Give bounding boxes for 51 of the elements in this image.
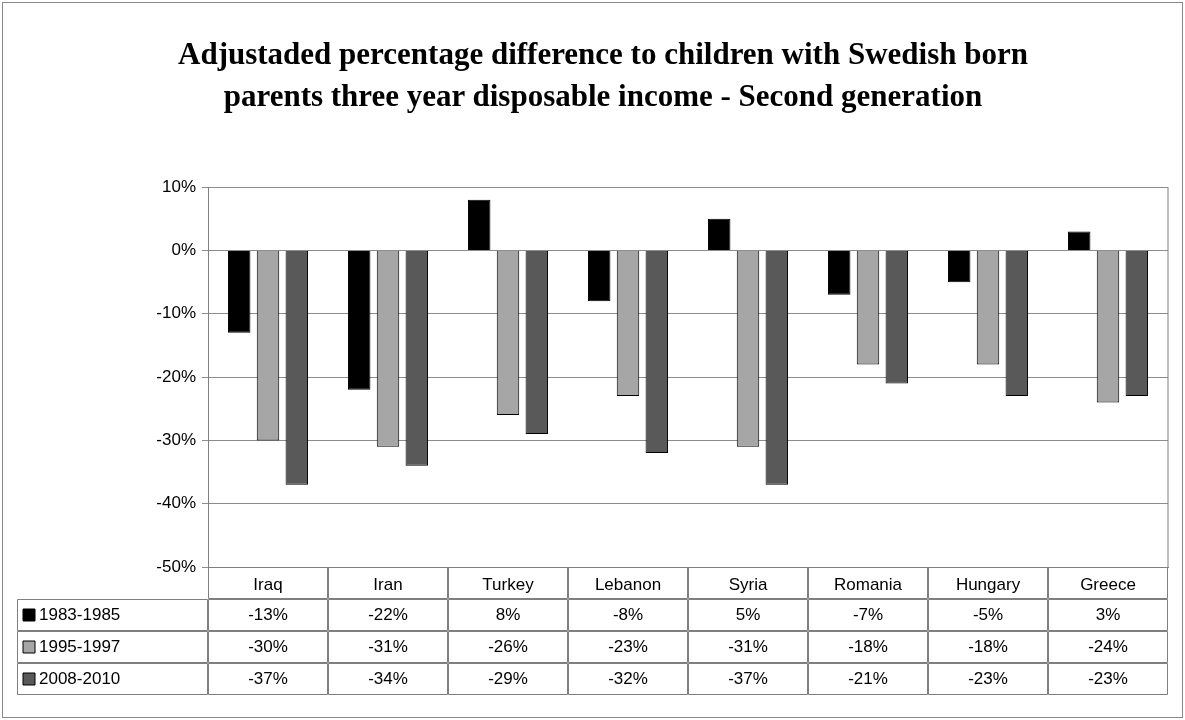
data-label: -22% — [368, 604, 408, 624]
x-tick-label: Iran — [373, 574, 403, 594]
data-label: -29% — [488, 668, 528, 688]
data-label: -23% — [608, 636, 648, 656]
y-tick-label: -20% — [156, 366, 196, 386]
data-label: -23% — [968, 668, 1008, 688]
bar — [587, 251, 611, 302]
data-label: -26% — [488, 636, 528, 656]
y-tick-label: -50% — [156, 556, 196, 576]
x-tick-label: Hungary — [955, 574, 1021, 594]
data-label: -31% — [368, 636, 408, 656]
data-label: -30% — [248, 636, 288, 656]
x-tick-label: Romania — [833, 574, 903, 594]
legend-label: 1995-1997 — [39, 636, 121, 656]
bar — [347, 251, 371, 390]
data-label: 8% — [495, 604, 521, 624]
bar — [467, 199, 491, 250]
data-label: -7% — [852, 604, 884, 624]
bar — [1067, 231, 1091, 250]
data-label: -37% — [728, 668, 768, 688]
x-tick-label: Turkey — [482, 574, 535, 594]
data-label: -13% — [248, 604, 288, 624]
x-tick-label: Iraq — [253, 574, 283, 594]
data-label: -18% — [848, 636, 888, 656]
y-tick-label: -30% — [156, 430, 196, 450]
bar — [227, 251, 251, 333]
data-label: -8% — [612, 604, 644, 624]
data-label: -21% — [848, 668, 888, 688]
y-tick-label: 10% — [161, 176, 196, 196]
x-tick-label: Syria — [728, 574, 768, 594]
data-label: -34% — [368, 668, 408, 688]
data-label: -32% — [608, 668, 648, 688]
y-tick-label: -40% — [156, 493, 196, 513]
data-label: 3% — [1095, 604, 1121, 624]
y-tick-label: 0% — [171, 240, 196, 260]
x-tick-label: Lebanon — [594, 574, 662, 594]
data-label: -18% — [968, 636, 1008, 656]
bar — [827, 251, 851, 295]
data-label: -24% — [1088, 636, 1128, 656]
data-label: -31% — [728, 636, 768, 656]
legend-label: 2008-2010 — [39, 668, 121, 688]
data-label: -37% — [248, 668, 288, 688]
data-label: -23% — [1088, 668, 1128, 688]
bar — [707, 218, 731, 250]
data-label: -5% — [972, 604, 1004, 624]
data-label: 5% — [735, 604, 761, 624]
chart-title: Adjustaded percentage difference to children with Swedish born parents three year disposable income - Second generation — [177, 35, 1029, 115]
legend-label: 1983-1985 — [39, 604, 121, 624]
x-tick-label: Greece — [1080, 574, 1136, 594]
bar — [947, 251, 971, 283]
y-tick-label: -10% — [156, 303, 196, 323]
